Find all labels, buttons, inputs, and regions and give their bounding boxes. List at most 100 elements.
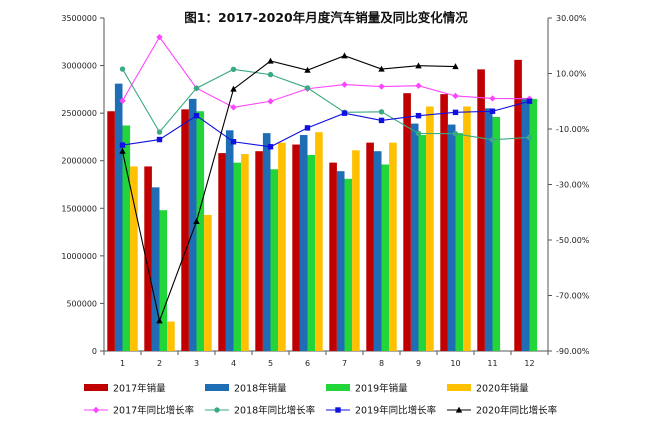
line-point xyxy=(415,112,422,119)
bar xyxy=(122,125,131,351)
legend-label: 2018年同比增长率 xyxy=(234,405,316,417)
right-tick-label: -10.00% xyxy=(556,125,590,134)
bar xyxy=(151,187,160,351)
line-point xyxy=(156,136,163,143)
bar xyxy=(463,106,471,352)
legend-swatch xyxy=(84,384,108,391)
legend-label: 2019年销量 xyxy=(355,383,408,395)
bar xyxy=(447,124,456,351)
x-tick-label: 11 xyxy=(487,359,497,368)
line-point xyxy=(267,57,274,64)
x-tick-label: 3 xyxy=(194,359,199,368)
line-point xyxy=(526,98,533,104)
left-tick-label: 0 xyxy=(92,347,97,356)
line-point xyxy=(193,112,200,119)
line-point xyxy=(415,130,422,137)
bar xyxy=(529,98,538,351)
bar xyxy=(514,59,522,352)
line-point xyxy=(230,104,237,111)
line-point xyxy=(452,63,459,70)
legend-swatch xyxy=(205,384,229,391)
bar xyxy=(299,135,308,351)
bar xyxy=(426,106,434,352)
legend-label: 2018年销量 xyxy=(234,383,287,395)
left-tick-label: 3000000 xyxy=(61,62,97,71)
line-point xyxy=(489,95,496,102)
bar xyxy=(262,133,271,351)
series-line xyxy=(122,68,530,141)
line-point xyxy=(378,83,385,90)
bar xyxy=(181,109,189,351)
legend-swatch xyxy=(326,384,350,391)
line-point xyxy=(92,406,100,414)
line-point xyxy=(526,134,533,141)
bar xyxy=(225,130,234,351)
bars xyxy=(107,59,538,352)
bar xyxy=(167,321,175,351)
series-line xyxy=(122,100,530,148)
line-point xyxy=(489,137,496,143)
bar xyxy=(455,133,464,351)
line-point xyxy=(119,147,126,154)
line-point xyxy=(119,66,126,72)
line-point xyxy=(378,65,385,72)
line-point xyxy=(214,407,220,413)
x-tick-label: 8 xyxy=(379,359,384,368)
x-tick-label: 6 xyxy=(305,359,310,368)
line-point xyxy=(304,125,311,131)
bar xyxy=(329,162,337,351)
bar xyxy=(477,69,485,352)
bar xyxy=(196,111,205,352)
left-tick-label: 2500000 xyxy=(61,109,97,118)
x-tick-label: 4 xyxy=(231,359,236,368)
bar xyxy=(270,169,279,351)
bar xyxy=(344,178,353,351)
bar xyxy=(381,164,390,351)
line-point xyxy=(415,62,422,69)
line-point xyxy=(455,406,463,413)
lines xyxy=(119,33,533,324)
bar xyxy=(410,123,419,351)
line-point xyxy=(452,109,459,116)
right-axis: -90.00% -70.00% -50.00% -30.00% -10.00% 10.00… xyxy=(547,14,590,356)
legend-swatch xyxy=(447,384,471,391)
bar xyxy=(241,154,249,351)
line-point xyxy=(489,108,496,114)
bar xyxy=(188,98,197,351)
line-point xyxy=(156,317,163,324)
line-point xyxy=(304,66,311,73)
bar xyxy=(292,144,300,351)
bar xyxy=(218,153,226,351)
series-line xyxy=(122,36,530,108)
left-tick-label: 500000 xyxy=(66,299,97,308)
x-tick-label: 7 xyxy=(342,359,347,368)
legend-label: 2020年销量 xyxy=(476,383,529,395)
line-point xyxy=(415,82,422,89)
line-point xyxy=(267,144,274,150)
line-point xyxy=(341,52,348,59)
bar xyxy=(389,142,397,351)
line-point xyxy=(452,92,459,100)
bar xyxy=(130,166,138,351)
bar xyxy=(373,151,382,351)
bar xyxy=(204,214,212,351)
right-tick-label: -30.00% xyxy=(556,181,590,190)
right-tick-label: 10.00% xyxy=(556,70,587,79)
line-point xyxy=(193,85,200,91)
left-axis: 0 500000 1000000 1500000 2000000 2500000 30000… xyxy=(61,14,105,356)
bar xyxy=(366,142,374,351)
bar xyxy=(107,111,115,352)
right-tick-label: -90.00% xyxy=(556,347,590,356)
series-line xyxy=(121,55,456,323)
line-point xyxy=(378,117,385,124)
legend-label: 2017年同比增长率 xyxy=(113,405,195,417)
bar xyxy=(255,151,263,351)
line-point xyxy=(119,142,126,148)
line-point xyxy=(304,85,311,91)
line-point xyxy=(341,110,348,116)
line-point xyxy=(230,66,237,73)
bar xyxy=(418,135,427,351)
line-point xyxy=(341,81,348,88)
bar xyxy=(492,116,501,351)
